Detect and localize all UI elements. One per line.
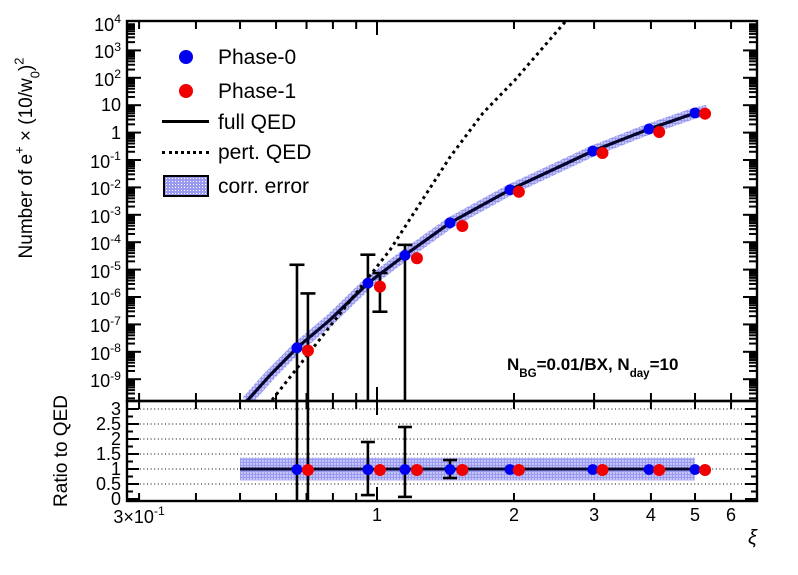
- phase1-marker-icon: [179, 84, 193, 98]
- phase0-ratio-point: [399, 464, 411, 475]
- y-axis-title-ratio: Ratio to QED: [51, 395, 72, 507]
- axis-ticks: [128, 22, 756, 500]
- y-tick-label: 10-5: [90, 258, 121, 282]
- phase0-marker-icon: [179, 50, 193, 64]
- x-tick-label: 4: [645, 505, 656, 525]
- ratio-frame: [125, 399, 759, 503]
- phase1-point: [596, 147, 609, 160]
- annotation: NBG=0.01/BX, Nday=10: [507, 355, 679, 381]
- y-tick-label: 102: [94, 67, 121, 90]
- phase1-ratio-point: [596, 464, 609, 476]
- y-tick-label: 10-4: [90, 231, 121, 255]
- phase0-point: [587, 145, 599, 157]
- phase0-point: [362, 277, 374, 289]
- y-tick-label: 10: [100, 95, 121, 116]
- y-tick-label: 10-8: [90, 341, 121, 364]
- phase1-point: [410, 252, 423, 265]
- ratio-tick-label: 3: [110, 399, 121, 419]
- phase0-point: [643, 123, 655, 135]
- pert-qed-curve: [270, 21, 567, 401]
- phase1-ratio-point: [653, 464, 666, 476]
- phase0-point: [504, 184, 516, 196]
- ratio-tick-label: 2.5: [95, 414, 121, 434]
- phase1-point: [512, 185, 525, 198]
- y-tick-label: 10-6: [90, 286, 121, 309]
- phase1-point: [456, 220, 469, 233]
- legend-item-phase1: Phase-1: [218, 80, 297, 103]
- ratio-tick-label: 0.5: [95, 474, 121, 494]
- ratio-error-bar: [397, 425, 412, 499]
- hatched-box-icon: [163, 175, 209, 197]
- ratio-tick-label: 1.5: [95, 444, 121, 464]
- main-panel: [242, 21, 712, 401]
- phase1-ratio-point: [456, 464, 469, 476]
- dotted-line-icon: [162, 151, 209, 154]
- y-tick-label: 10-2: [90, 176, 121, 200]
- phase0-ratio-point: [504, 464, 516, 475]
- y-axis-title-main: Number of e+ × (10/w0)2: [11, 57, 43, 259]
- y-tick-label: 1: [110, 122, 121, 143]
- x-tick-label: 1: [371, 505, 382, 525]
- error-bar: [289, 263, 305, 401]
- phase0-ratio-point: [362, 464, 374, 475]
- phase1-point: [699, 107, 712, 120]
- phase1-ratio-point: [301, 464, 314, 476]
- phase0-ratio-point: [444, 464, 456, 475]
- ratio-panel: [129, 401, 755, 501]
- phase0-point: [291, 342, 303, 354]
- x-tick-label: 5: [690, 505, 701, 525]
- y-tick-label: 10-7: [90, 313, 121, 337]
- x-tick-label: 2: [508, 505, 519, 525]
- y-tick-label: 104: [94, 12, 121, 35]
- main-frame: [125, 19, 759, 403]
- y-tick-label: 10-9: [90, 368, 121, 392]
- y-tick-label: 10-1: [90, 149, 121, 172]
- phase1-ratio-point: [699, 464, 712, 476]
- phase1-point: [373, 280, 386, 293]
- full-qed-curve: [245, 108, 708, 401]
- phase0-point: [444, 217, 456, 229]
- legend-item-full-qed: full QED: [218, 111, 297, 134]
- x-tick-label: 6: [726, 505, 737, 525]
- phase1-ratio-point: [512, 464, 525, 476]
- ratio-tick-label: 2: [110, 429, 121, 449]
- phase0-ratio-point: [291, 464, 303, 475]
- phase0-ratio-point: [587, 464, 599, 475]
- error-bar: [397, 243, 413, 401]
- phase1-point: [653, 126, 666, 139]
- phase0-ratio-point: [643, 464, 655, 475]
- legend-item-corr-error: corr. error: [218, 175, 310, 198]
- phase1-point: [301, 344, 314, 357]
- y-tick-label: 10-3: [90, 204, 121, 227]
- x-tick-label: 3×10-1: [113, 504, 165, 527]
- phase0-point: [689, 107, 701, 119]
- phase1-ratio-point: [410, 464, 423, 476]
- phase0-ratio-point: [689, 464, 701, 475]
- phase1-ratio-point: [373, 464, 386, 476]
- ratio-tick-label: 1: [110, 459, 121, 479]
- x-axis-title: ξ: [748, 527, 757, 549]
- ratio-tick-label: 0: [110, 489, 121, 509]
- legend-item-pert-qed: pert. QED: [218, 141, 312, 164]
- x-tick-label: 3: [589, 505, 600, 525]
- phase0-point: [399, 249, 411, 261]
- y-tick-label: 103: [94, 39, 121, 63]
- solid-line-icon: [162, 120, 209, 123]
- legend-item-phase0: Phase-0: [218, 46, 297, 69]
